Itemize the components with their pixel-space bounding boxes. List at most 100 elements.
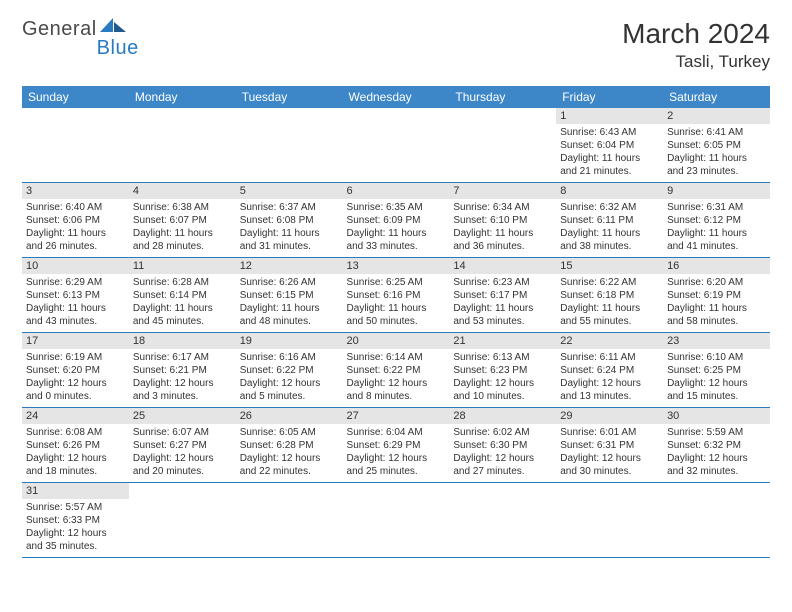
sunrise-text: Sunrise: 6:41 AM: [667, 126, 766, 139]
sunrise-text: Sunrise: 6:23 AM: [453, 276, 552, 289]
day-details: Sunrise: 6:13 AMSunset: 6:23 PMDaylight:…: [449, 349, 556, 407]
day-number: 5: [236, 183, 343, 199]
weekday-header: Thursday: [449, 86, 556, 108]
weekday-header: Monday: [129, 86, 236, 108]
calendar-cell: 11Sunrise: 6:28 AMSunset: 6:14 PMDayligh…: [129, 258, 236, 333]
day-details: Sunrise: 6:28 AMSunset: 6:14 PMDaylight:…: [129, 274, 236, 332]
sunrise-text: Sunrise: 6:37 AM: [240, 201, 339, 214]
calendar-cell: 31Sunrise: 5:57 AMSunset: 6:33 PMDayligh…: [22, 483, 129, 558]
sunset-text: Sunset: 6:29 PM: [347, 439, 446, 452]
weekday-header: Wednesday: [343, 86, 450, 108]
day-details: Sunrise: 6:26 AMSunset: 6:15 PMDaylight:…: [236, 274, 343, 332]
daylight-line2: and 53 minutes.: [453, 315, 552, 328]
day-details: Sunrise: 6:34 AMSunset: 6:10 PMDaylight:…: [449, 199, 556, 257]
sunset-text: Sunset: 6:16 PM: [347, 289, 446, 302]
daylight-line1: Daylight: 11 hours: [133, 302, 232, 315]
calendar-cell: 16Sunrise: 6:20 AMSunset: 6:19 PMDayligh…: [663, 258, 770, 333]
sunset-text: Sunset: 6:32 PM: [667, 439, 766, 452]
daylight-line1: Daylight: 12 hours: [667, 377, 766, 390]
calendar-cell: [22, 108, 129, 183]
daylight-line1: Daylight: 11 hours: [240, 227, 339, 240]
daylight-line2: and 30 minutes.: [560, 465, 659, 478]
calendar-cell: 17Sunrise: 6:19 AMSunset: 6:20 PMDayligh…: [22, 333, 129, 408]
sunrise-text: Sunrise: 6:31 AM: [667, 201, 766, 214]
day-number-bar-empty: [343, 483, 450, 499]
sunrise-text: Sunrise: 6:17 AM: [133, 351, 232, 364]
location-label: Tasli, Turkey: [622, 52, 770, 72]
day-number-bar-empty: [22, 108, 129, 124]
day-number: 7: [449, 183, 556, 199]
sunset-text: Sunset: 6:30 PM: [453, 439, 552, 452]
day-number: 30: [663, 408, 770, 424]
daylight-line2: and 38 minutes.: [560, 240, 659, 253]
calendar-cell: 9Sunrise: 6:31 AMSunset: 6:12 PMDaylight…: [663, 183, 770, 258]
day-number-bar-empty: [343, 108, 450, 124]
sunrise-text: Sunrise: 6:25 AM: [347, 276, 446, 289]
day-number: 15: [556, 258, 663, 274]
daylight-line1: Daylight: 11 hours: [133, 227, 232, 240]
day-number: 2: [663, 108, 770, 124]
sunrise-text: Sunrise: 5:57 AM: [26, 501, 125, 514]
sunrise-text: Sunrise: 6:22 AM: [560, 276, 659, 289]
day-number: 28: [449, 408, 556, 424]
daylight-line1: Daylight: 12 hours: [26, 527, 125, 540]
calendar-cell: [129, 108, 236, 183]
sunset-text: Sunset: 6:20 PM: [26, 364, 125, 377]
daylight-line1: Daylight: 12 hours: [133, 452, 232, 465]
daylight-line2: and 18 minutes.: [26, 465, 125, 478]
day-details: Sunrise: 6:22 AMSunset: 6:18 PMDaylight:…: [556, 274, 663, 332]
calendar-cell: 24Sunrise: 6:08 AMSunset: 6:26 PMDayligh…: [22, 408, 129, 483]
day-details: Sunrise: 6:32 AMSunset: 6:11 PMDaylight:…: [556, 199, 663, 257]
sunset-text: Sunset: 6:09 PM: [347, 214, 446, 227]
daylight-line2: and 27 minutes.: [453, 465, 552, 478]
document-header: General Blue March 2024 Tasli, Turkey: [22, 18, 770, 72]
sunrise-text: Sunrise: 6:07 AM: [133, 426, 232, 439]
daylight-line1: Daylight: 11 hours: [560, 152, 659, 165]
day-number: 3: [22, 183, 129, 199]
day-details: Sunrise: 6:29 AMSunset: 6:13 PMDaylight:…: [22, 274, 129, 332]
daylight-line1: Daylight: 11 hours: [347, 302, 446, 315]
day-number-bar-empty: [236, 108, 343, 124]
calendar-cell: 6 Sunrise: 6:35 AMSunset: 6:09 PMDaylight…: [343, 183, 450, 258]
day-number: 27: [343, 408, 450, 424]
day-number: 6: [343, 183, 450, 199]
calendar-cell: 19Sunrise: 6:16 AMSunset: 6:22 PMDayligh…: [236, 333, 343, 408]
sunrise-text: Sunrise: 6:20 AM: [667, 276, 766, 289]
day-details: Sunrise: 6:31 AMSunset: 6:12 PMDaylight:…: [663, 199, 770, 257]
daylight-line1: Daylight: 12 hours: [240, 452, 339, 465]
day-details: Sunrise: 6:40 AMSunset: 6:06 PMDaylight:…: [22, 199, 129, 257]
sunrise-text: Sunrise: 6:40 AM: [26, 201, 125, 214]
day-details: Sunrise: 6:16 AMSunset: 6:22 PMDaylight:…: [236, 349, 343, 407]
sunrise-text: Sunrise: 6:13 AM: [453, 351, 552, 364]
daylight-line2: and 43 minutes.: [26, 315, 125, 328]
logo-group: Blue: [97, 18, 139, 60]
logo: General Blue: [22, 18, 139, 60]
calendar-cell: 1Sunrise: 6:43 AMSunset: 6:04 PMDaylight…: [556, 108, 663, 183]
logo-sail-icon: [100, 18, 126, 32]
weekday-header: Tuesday: [236, 86, 343, 108]
daylight-line1: Daylight: 11 hours: [347, 227, 446, 240]
day-details: Sunrise: 6:04 AMSunset: 6:29 PMDaylight:…: [343, 424, 450, 482]
day-number-bar-empty: [129, 108, 236, 124]
sunrise-text: Sunrise: 6:01 AM: [560, 426, 659, 439]
day-number: 25: [129, 408, 236, 424]
calendar-week-row: 24Sunrise: 6:08 AMSunset: 6:26 PMDayligh…: [22, 408, 770, 483]
sunset-text: Sunset: 6:22 PM: [347, 364, 446, 377]
daylight-line1: Daylight: 11 hours: [240, 302, 339, 315]
calendar-cell: [236, 108, 343, 183]
calendar-cell: 15Sunrise: 6:22 AMSunset: 6:18 PMDayligh…: [556, 258, 663, 333]
sunset-text: Sunset: 6:17 PM: [453, 289, 552, 302]
sunset-text: Sunset: 6:07 PM: [133, 214, 232, 227]
calendar-cell: 5Sunrise: 6:37 AMSunset: 6:08 PMDaylight…: [236, 183, 343, 258]
daylight-line1: Daylight: 12 hours: [133, 377, 232, 390]
calendar-week-row: 1Sunrise: 6:43 AMSunset: 6:04 PMDaylight…: [22, 108, 770, 183]
day-number: 9: [663, 183, 770, 199]
daylight-line2: and 25 minutes.: [347, 465, 446, 478]
day-number: 29: [556, 408, 663, 424]
calendar-week-row: 17Sunrise: 6:19 AMSunset: 6:20 PMDayligh…: [22, 333, 770, 408]
daylight-line2: and 22 minutes.: [240, 465, 339, 478]
calendar-cell: 26Sunrise: 6:05 AMSunset: 6:28 PMDayligh…: [236, 408, 343, 483]
calendar-cell: [449, 483, 556, 558]
sunrise-text: Sunrise: 6:35 AM: [347, 201, 446, 214]
sunset-text: Sunset: 6:12 PM: [667, 214, 766, 227]
